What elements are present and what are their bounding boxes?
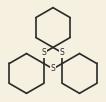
Text: S: S xyxy=(60,48,65,57)
Text: S: S xyxy=(41,48,46,57)
Text: S: S xyxy=(51,64,55,73)
